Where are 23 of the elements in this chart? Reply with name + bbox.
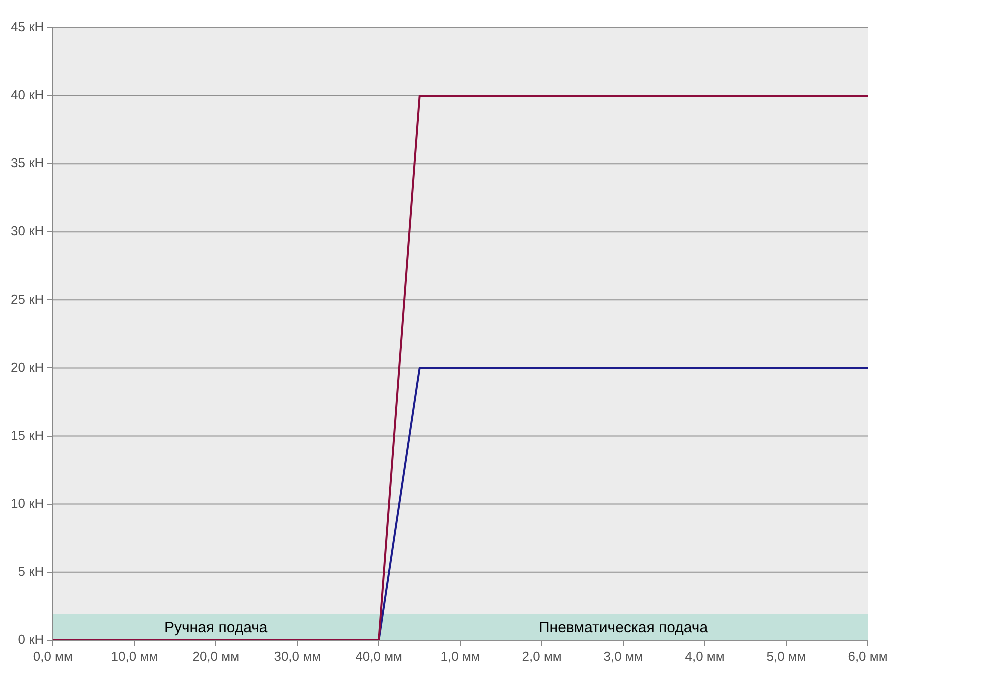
- y-tick-label: 35 кН: [10, 156, 44, 171]
- x-tick-label: 2,0 мм: [522, 648, 562, 664]
- x-tick-label: 5,0 мм: [766, 648, 806, 664]
- x-tick-label: 20,0 мм: [192, 648, 240, 664]
- y-tick-label: 40 кН: [10, 88, 44, 103]
- y-tick-label: 45 кН: [10, 20, 44, 35]
- y-tick-label: 10 кН: [10, 496, 44, 511]
- y-tick-label: 20 кН: [10, 360, 44, 375]
- x-tick-label: 0,0 мм: [33, 648, 73, 664]
- y-tick-label: 0 кН: [18, 632, 44, 647]
- x-tick-label: 30,0 мм: [274, 648, 322, 664]
- x-tick-label: 3,0 мм: [604, 648, 644, 664]
- y-tick-label: 15 кН: [10, 428, 44, 443]
- band-label: Пневматическая подача: [539, 620, 709, 637]
- y-tick-label: 5 кН: [18, 564, 44, 579]
- y-tick-label: 30 кН: [10, 224, 44, 239]
- x-tick-label: 10,0 мм: [111, 648, 158, 664]
- band-label: Ручная подача: [164, 620, 268, 637]
- x-tick-label: 1,0 мм: [440, 648, 480, 664]
- x-tick-label: 6,0 мм: [848, 648, 888, 664]
- y-tick-label: 25 кН: [10, 292, 44, 307]
- x-tick-label: 4,0 мм: [685, 648, 725, 664]
- x-tick-label: 40,0 мм: [356, 648, 403, 664]
